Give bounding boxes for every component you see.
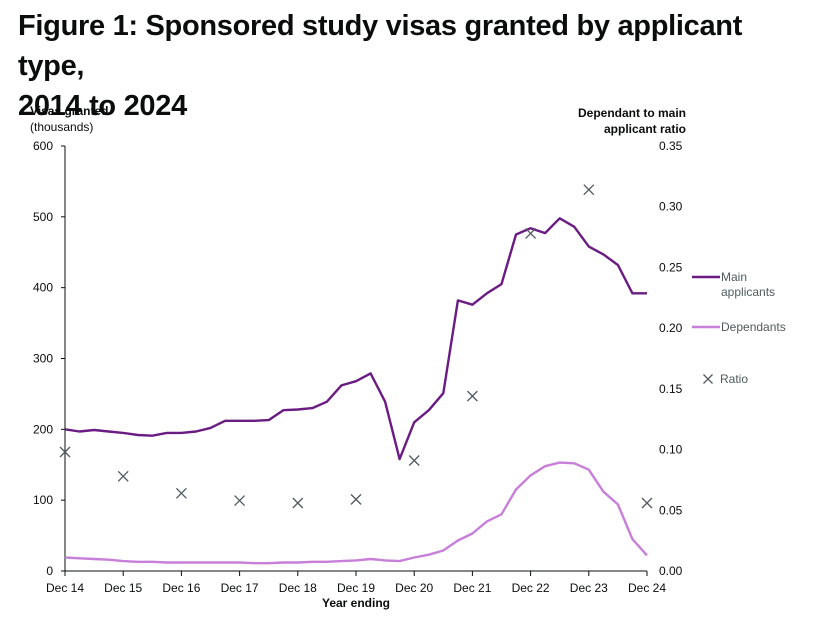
left-axis-label-line-2: (thousands) <box>30 120 93 134</box>
y-tick-left-label: 0 <box>46 564 53 578</box>
legend-dependants-label: Dependants <box>721 320 786 334</box>
y-tick-right-label: 0.35 <box>659 139 683 153</box>
plot-area <box>59 184 653 565</box>
ratio-point <box>234 495 246 507</box>
y-tick-left-label: 600 <box>33 139 53 153</box>
x-tick-label: Dec 17 <box>221 581 259 595</box>
legend-main-applicants-label-line-2: applicants <box>721 285 775 299</box>
y-tick-left-label: 500 <box>33 210 53 224</box>
x-tick-label: Dec 16 <box>162 581 200 595</box>
x-tick-label: Dec 18 <box>279 581 317 595</box>
chart-title-line-1: Figure 1: Sponsored study visas granted … <box>18 10 743 82</box>
y-tick-right-label: 0.30 <box>659 200 683 214</box>
y-tick-right-label: 0.05 <box>659 503 683 517</box>
x-tick-label: Dec 22 <box>512 581 550 595</box>
dependants-line <box>64 461 648 565</box>
x-axis-label: Year ending <box>322 596 390 610</box>
y-tick-left-label: 200 <box>33 422 53 436</box>
right-axis-label-line-2: applicant ratio <box>604 122 686 136</box>
left-axis-label-line-1: Visas granted <box>30 104 108 118</box>
x-tick-label: Dec 20 <box>395 581 433 595</box>
x-tick-label: Dec 15 <box>104 581 142 595</box>
ratio-point <box>292 497 304 509</box>
x-tick-label: Dec 24 <box>628 581 666 595</box>
y-tick-right-label: 0.10 <box>659 443 683 457</box>
x-tick-label: Dec 21 <box>453 581 491 595</box>
ratio-point <box>641 497 653 509</box>
left-axis-label: Visas granted <box>30 104 108 118</box>
ratio-point <box>59 446 71 458</box>
right-axis-label: Dependant to main applicant ratio <box>578 106 686 136</box>
ratio-point <box>583 184 595 196</box>
ratio-point <box>525 227 537 239</box>
y-tick-right-label: 0.25 <box>659 260 683 274</box>
ratio-point <box>117 470 129 482</box>
x-tick-label: Dec 23 <box>570 581 608 595</box>
y-tick-left-label: 400 <box>33 281 53 295</box>
ratio-point <box>408 455 420 466</box>
ratio-point <box>175 487 187 499</box>
y-tick-right-label: 0.00 <box>659 564 683 578</box>
chart-title: Figure 1: Sponsored study visas granted … <box>18 6 808 126</box>
legend-ratio-label: Ratio <box>720 372 748 386</box>
ratio-point <box>466 390 478 402</box>
y-tick-left-label: 300 <box>33 352 53 366</box>
right-axis-label-line-1: Dependant to main <box>578 106 686 120</box>
x-tick-label: Dec 14 <box>46 581 84 595</box>
y-tick-right-label: 0.15 <box>659 382 683 396</box>
y-tick-right-label: 0.20 <box>659 321 683 335</box>
chart-title-line-2: 2014 to 2024 <box>18 90 187 122</box>
ratio-point <box>350 493 362 505</box>
legend-main-applicants-label-line-1: Main <box>721 270 747 284</box>
y-tick-left-label: 100 <box>33 493 53 507</box>
legend-ratio-marker <box>703 374 713 384</box>
axes: 0 100 200 300 400 500 600 0.00 0.05 0.10 0.15 0.20 0… <box>33 139 683 595</box>
x-tick-label: Dec 19 <box>337 581 375 595</box>
main-applicants-line <box>64 217 647 461</box>
